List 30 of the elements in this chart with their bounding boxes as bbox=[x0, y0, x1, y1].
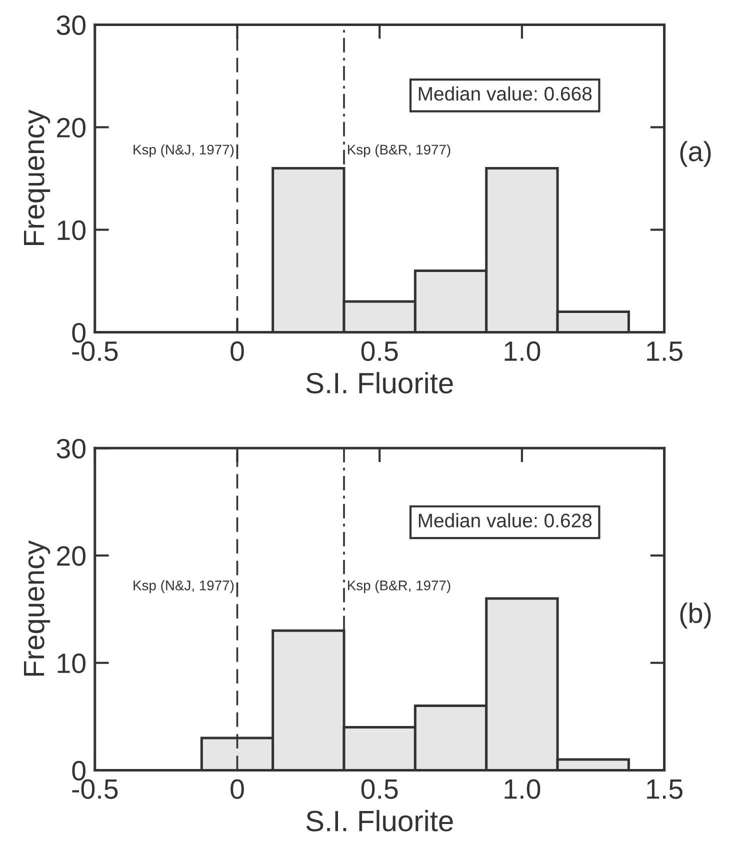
x-tick-label: 1.5 bbox=[647, 342, 682, 362]
text: (a) bbox=[680, 140, 711, 167]
y-tick-label: 30 bbox=[56, 15, 86, 36]
x-axis-title: S.I. Fluorite bbox=[306, 372, 453, 394]
x-tick-label: 1.0 bbox=[504, 779, 540, 799]
y-tick-label: 10 bbox=[58, 654, 86, 674]
text: (b) bbox=[680, 602, 711, 629]
ref-line-label: Ksp (B&R, 1977) bbox=[348, 580, 450, 594]
x-tick-label: 0 bbox=[230, 341, 244, 362]
x-tick-label: -0.5 bbox=[72, 341, 118, 362]
x-tick-label: 1.0 bbox=[504, 341, 540, 362]
x-tick-label: 0 bbox=[230, 779, 244, 799]
y-tick-label: 10 bbox=[58, 220, 86, 240]
y-tick-label: 0 bbox=[72, 322, 86, 343]
x-tick-label: -0.5 bbox=[72, 779, 118, 799]
x-tick-label: 0.5 bbox=[361, 779, 398, 799]
x-tick-label: 1.5 bbox=[647, 780, 682, 799]
y-axis-title: Frequency bbox=[24, 540, 50, 676]
y-tick-label: 20 bbox=[57, 118, 86, 138]
annotation: Median value: 0.628 bbox=[418, 513, 592, 528]
y-tick-label: 20 bbox=[57, 546, 86, 566]
ref-line-label: Ksp (B&R, 1977) bbox=[348, 144, 450, 158]
x-tick-label: 0.5 bbox=[361, 341, 398, 362]
x-axis-title: S.I. Fluorite bbox=[306, 810, 453, 832]
ref-line-label: Ksp (N&J, 1977) bbox=[134, 580, 234, 594]
y-tick-label: 0 bbox=[72, 760, 86, 781]
y-tick-label: 30 bbox=[56, 438, 86, 458]
y-axis-title: Frequency bbox=[24, 110, 50, 245]
annotation: Median value: 0.668 bbox=[418, 86, 592, 101]
ref-line-label: Ksp (N&J, 1977) bbox=[134, 144, 234, 158]
